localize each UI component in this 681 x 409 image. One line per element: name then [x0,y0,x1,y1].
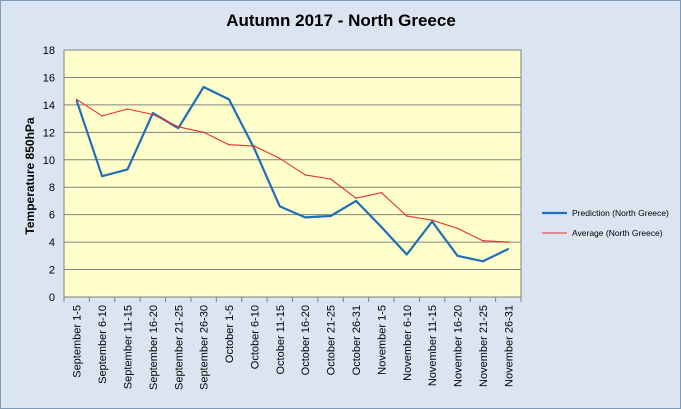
data-point [507,248,510,250]
data-point [304,174,306,176]
data-point [253,145,256,147]
legend-label: Average (North Greece) [572,228,663,238]
data-point [304,216,306,219]
data-point [279,205,281,208]
x-tick-label: November 1-5 [376,305,388,375]
data-point [253,148,256,150]
data-point [405,253,408,256]
x-tick-label: October 6-10 [249,305,261,369]
series-line-prediction [75,85,509,263]
plot-area: 0 2 4 6 8 10 12 14 16 18 September 1-5 September 6-… [43,45,522,390]
data-point [202,86,205,88]
data-point [405,215,408,217]
x-tick-label: November 11-15 [427,305,439,386]
x-tick-label: October 26-31 [351,305,363,375]
x-tick-label: September 6-10 [97,305,109,384]
data-point [177,127,180,130]
data-point [75,99,78,102]
y-tick-label: 8 [49,182,55,194]
data-point [507,241,510,243]
x-tick-label: October 1-5 [224,305,236,363]
data-point [152,113,154,116]
y-axis-label: Temperature 850hPa [23,117,37,234]
x-tick-label: November 21-25 [478,305,490,387]
data-point [456,227,459,230]
y-tick-label: 18 [43,45,55,57]
data-point [431,220,433,223]
data-point [329,178,332,180]
data-point [380,226,383,228]
x-tick-label: September 26-30 [199,305,211,390]
x-tick-label: November 6-10 [402,305,414,381]
data-point [380,191,383,194]
data-point [329,215,332,217]
data-point [101,175,103,178]
x-tick-label: October 11-15 [275,305,287,375]
data-point [228,98,230,101]
data-point [101,115,103,117]
plot-background [63,49,522,298]
x-tick-label: October 21-25 [326,305,338,375]
data-point [126,168,129,171]
data-point [355,197,357,199]
x-tick-label: September 11-15 [122,305,134,389]
data-point [228,143,230,146]
x-tick-label: November 16-20 [453,305,465,387]
x-tick-label: November 26-31 [503,305,515,387]
series-line-average [76,98,509,243]
data-point [482,260,484,263]
y-tick-label: 0 [49,292,55,304]
y-tick-label: 4 [49,237,55,249]
x-tick-label: September 21-25 [173,305,185,390]
data-point [456,255,459,257]
y-tick-label: 6 [49,210,55,222]
data-point [482,239,484,242]
legend-label: Prediction (North Greece) [572,208,669,218]
chart-title: Autumn 2017 - North Greece [226,11,456,30]
y-tick-label: 10 [43,155,55,167]
data-point [152,112,154,114]
y-tick-label: 16 [43,72,55,84]
data-point [355,200,357,202]
legend: Prediction (North Greece) Average (North … [542,208,669,238]
data-point [279,157,281,160]
data-point [126,108,129,110]
y-tick-label: 2 [49,265,55,277]
y-tick-label: 14 [43,100,55,112]
x-tick-label: September 1-5 [72,305,84,378]
x-tick-label: September 16-20 [148,305,160,390]
x-tick-label: October 16-20 [300,305,312,375]
data-point [431,219,433,221]
y-tick-label: 12 [43,127,55,139]
data-point [202,131,205,134]
data-point [75,98,78,101]
data-point [177,126,180,128]
